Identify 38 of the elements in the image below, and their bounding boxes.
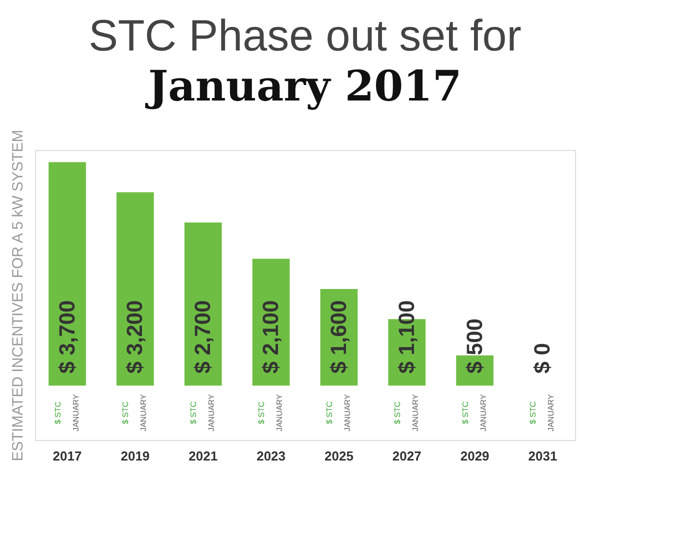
- x-tick-label: 2019: [120, 448, 150, 464]
- text: $ STC: [189, 401, 198, 424]
- bar: [184, 222, 222, 386]
- data-label: $ 1,100: [394, 300, 419, 374]
- annotation: $ STC: [53, 401, 62, 424]
- text: $ STC: [121, 401, 130, 424]
- data-label: $ 3,700: [54, 300, 80, 374]
- chart-subtitle: January 2017: [144, 61, 462, 110]
- annotation: JANUARY: [71, 394, 80, 432]
- text: JANUARY: [410, 394, 420, 432]
- text: JANUARY: [478, 394, 488, 432]
- bar: [48, 162, 86, 386]
- text: $ STC: [324, 401, 334, 424]
- data-label: $ 2,100: [258, 300, 284, 374]
- text: JANUARY: [139, 394, 148, 432]
- data-label: $ 500: [462, 318, 487, 374]
- data-label: $ 1,600: [326, 300, 351, 374]
- bar: [116, 192, 154, 386]
- x-tick-label: 2023: [256, 448, 286, 464]
- data-label: $ 2,700: [190, 300, 216, 374]
- x-tick-label: 2021: [188, 448, 218, 464]
- text: JANUARY: [207, 394, 216, 432]
- text: JANUARY: [275, 394, 284, 432]
- x-tick-label: 2017: [52, 448, 82, 464]
- text: $ STC: [257, 401, 266, 424]
- text: $ STC: [460, 401, 470, 424]
- text: JANUARY: [342, 394, 352, 432]
- data-label: $ 0: [530, 343, 555, 374]
- text: $ STC: [528, 401, 538, 424]
- text: JANUARY: [546, 394, 556, 432]
- chart-title: STC Phase out set for: [88, 11, 522, 60]
- x-tick-label: 2027: [392, 448, 422, 464]
- x-tick-label: 2029: [460, 448, 490, 464]
- y-axis-title: ESTIMATED INCENTIVES FOR A 5 kW SYSTEM: [10, 130, 26, 462]
- text: $ STC: [392, 401, 402, 424]
- data-label: $ 3,200: [122, 300, 148, 374]
- x-tick-label: 2025: [324, 448, 354, 464]
- x-tick-label: 2031: [528, 448, 558, 464]
